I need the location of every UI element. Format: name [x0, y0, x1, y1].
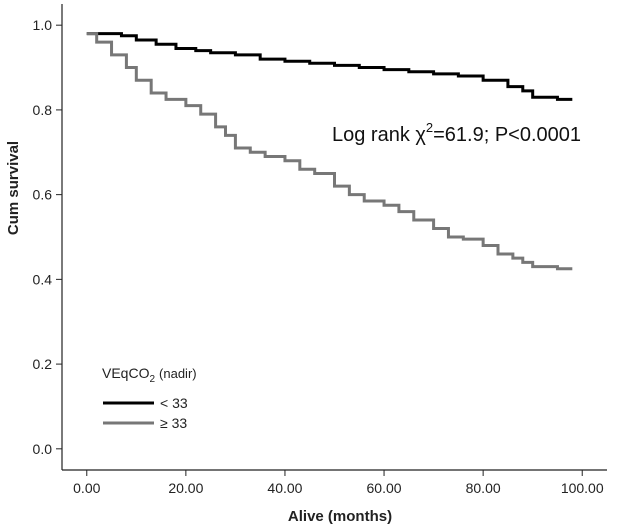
annotation-suffix: =61.9; P<0.0001	[433, 124, 581, 146]
ticks-layer: 0.00 20.00 40.00 60.00 80.00 100.00 0.0 0.2 0.4 0…	[33, 17, 604, 496]
y-axis-title: Cum survival	[5, 141, 22, 235]
annotation-prefix: Log rank χ	[332, 124, 426, 146]
x-axis-title: Alive (months)	[288, 508, 392, 525]
annotation-superscript: 2	[426, 120, 433, 135]
x-tick-label: 100.00	[561, 480, 604, 496]
y-tick-label: 0.0	[33, 441, 53, 457]
log-rank-annotation: Log rank χ2=61.9; P<0.0001	[332, 120, 581, 146]
series-line-ge33	[86, 32, 573, 271]
x-tick-label: 20.00	[168, 480, 203, 496]
series-layer	[86, 32, 573, 271]
legend-title-prefix: VEqCO	[102, 365, 150, 381]
y-tick-label: 0.2	[33, 356, 53, 372]
legend: VEqCO2 (nadir) < 33 ≥ 33	[102, 365, 197, 431]
axes	[61, 4, 607, 471]
legend-title-subscript: 2	[149, 374, 155, 385]
x-tick-label: 0.00	[73, 480, 100, 496]
legend-label-ge33: ≥ 33	[160, 415, 187, 431]
y-tick-label: 1.0	[33, 17, 53, 33]
legend-title-suffix: (nadir)	[159, 366, 197, 381]
y-tick-label: 0.8	[33, 102, 53, 118]
legend-title: VEqCO2 (nadir)	[102, 365, 197, 385]
legend-label-lt33: < 33	[160, 395, 188, 411]
x-tick-label: 80.00	[466, 480, 501, 496]
x-tick-label: 40.00	[267, 480, 302, 496]
x-tick-label: 60.00	[367, 480, 402, 496]
series-line-lt33	[86, 32, 573, 101]
y-tick-label: 0.6	[33, 187, 53, 203]
y-tick-label: 0.4	[33, 271, 53, 287]
